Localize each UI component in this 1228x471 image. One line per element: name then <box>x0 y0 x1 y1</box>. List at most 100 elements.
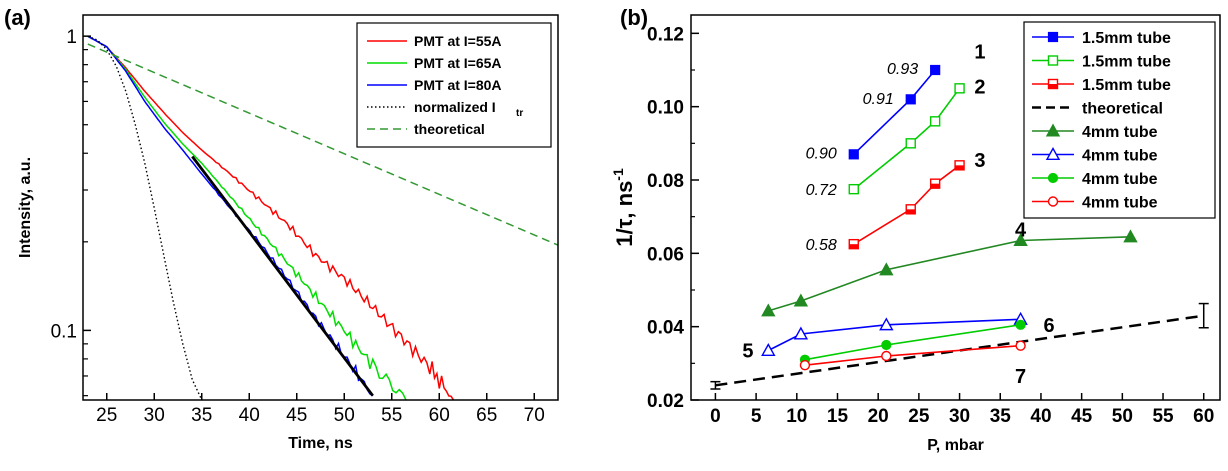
series-4 <box>761 229 1138 317</box>
legend-label: 4mm tube <box>1082 148 1158 165</box>
y-tick-label: 0.1 <box>51 321 77 342</box>
data-point <box>930 64 941 76</box>
legend-label: PMT at I=55A <box>414 33 502 49</box>
x-tick-label: 25 <box>96 405 117 426</box>
series-line <box>853 69 936 155</box>
data-point <box>848 238 859 250</box>
legend-marker <box>1047 172 1059 184</box>
x-tick-label: 50 <box>334 405 355 426</box>
series-1 <box>848 83 965 195</box>
x-tick-label: 35 <box>191 405 212 426</box>
series-3 <box>715 314 1204 387</box>
data-point <box>879 262 894 276</box>
value-annotation: 0.91 <box>863 91 894 108</box>
series-7 <box>799 340 1026 371</box>
y-axis-label: Intensity, a.u. <box>17 157 34 258</box>
curve-number-label: 2 <box>974 77 985 99</box>
legend-marker <box>1045 147 1061 161</box>
y-tick-label: 0.02 <box>647 391 684 412</box>
x-tick-label: 65 <box>476 405 497 426</box>
legend-label: 1.5mm tube <box>1082 54 1171 71</box>
x-tick-label: 40 <box>1030 406 1051 427</box>
legend-label: theoretical <box>1082 101 1163 118</box>
x-tick-label: 60 <box>1193 406 1214 427</box>
curve-number-label: 5 <box>742 341 753 363</box>
data-point <box>1123 229 1138 243</box>
data-point <box>799 359 811 371</box>
value-annotation: 0.90 <box>806 146 837 163</box>
fit-line <box>191 155 374 397</box>
data-point <box>848 149 859 160</box>
x-tick-label: 45 <box>286 405 307 426</box>
legend-label: normalized I <box>414 99 496 115</box>
plot-area-a <box>87 35 558 400</box>
series-line <box>853 164 961 245</box>
y-tick-label: 0.12 <box>647 24 684 45</box>
data-point <box>905 94 916 105</box>
x-tick-label: 55 <box>381 405 402 426</box>
y-tick-label: 0.04 <box>647 318 684 339</box>
series-line <box>853 87 961 190</box>
curve-number-label: 1 <box>974 42 985 64</box>
marker-fill <box>930 183 940 189</box>
y-tick-label: 0.08 <box>647 171 684 192</box>
series-2 <box>848 160 965 250</box>
x-tick-label: 10 <box>786 406 807 427</box>
x-tick-label: 40 <box>239 405 260 426</box>
legend-marker <box>1047 31 1059 43</box>
marker-fill <box>906 209 916 214</box>
x-tick-label: 45 <box>1071 406 1093 427</box>
legend-box <box>1023 21 1216 219</box>
curve-number-label: 4 <box>1015 220 1027 242</box>
data-point <box>929 178 941 189</box>
x-tick-label: 35 <box>990 406 1012 427</box>
data-point <box>1015 340 1026 351</box>
legend-label: 4mm tube <box>1082 124 1158 141</box>
legend-a: PMT at I=55A PMT at I=65A PMT at I=80A norm… <box>356 22 552 148</box>
panel-b-label: (b) <box>620 5 648 30</box>
x-tick-label: 30 <box>949 406 970 427</box>
x-tick-label: 30 <box>144 405 165 426</box>
data-point <box>793 293 809 307</box>
data-point <box>905 138 916 149</box>
value-annotation: 0.72 <box>806 182 837 199</box>
series-line <box>767 318 1021 352</box>
legend-label: PMT at I=65A <box>414 55 502 71</box>
x-tick-label: 20 <box>868 406 889 427</box>
x-axis-label: Time, ns <box>288 435 353 452</box>
legend-marker <box>1047 78 1059 90</box>
data-point <box>929 116 941 127</box>
y-axis-label-superscript: -1 <box>610 168 626 181</box>
series-line-theoretical <box>87 43 558 246</box>
series-line <box>715 314 1204 387</box>
x-tick-label: 15 <box>827 406 849 427</box>
x-tick-label: 60 <box>429 405 450 426</box>
marker-fill <box>1048 84 1058 89</box>
legend-b: 1.5mm tube 1.5mm tube 1.5mm tube theoretica… <box>1023 21 1216 219</box>
legend-marker <box>1045 123 1061 137</box>
plot-frame-b <box>690 14 1221 401</box>
data-point <box>881 339 892 351</box>
chart-a: 25 30 35 40 45 50 55 60 65 70 0.1 1 Time, ns Intensit… <box>17 14 559 452</box>
data-point <box>954 160 965 171</box>
x-axis-label: P, mbar <box>927 437 984 454</box>
y-tick-label: 0.10 <box>647 98 684 119</box>
x-tick-label: 5 <box>751 406 762 427</box>
series-line <box>804 344 1021 366</box>
data-point <box>905 204 916 215</box>
y-axis-label: 1/τ, ns-1 <box>610 168 637 247</box>
legend-marker <box>1047 55 1059 66</box>
legend-label: theoretical <box>414 121 485 137</box>
marker-fill <box>849 244 859 249</box>
data-point <box>1013 233 1028 247</box>
legend-label: 1.5mm tube <box>1082 77 1171 94</box>
y-axis-label-main: 1/τ, ns <box>612 181 637 247</box>
data-point <box>881 350 892 362</box>
data-point <box>761 343 776 356</box>
value-annotation: 0.58 <box>806 237 837 254</box>
curve-number-label: 6 <box>1044 315 1055 337</box>
data-point <box>793 326 809 340</box>
legend-marker <box>1047 196 1059 207</box>
data-point <box>761 303 776 317</box>
x-tick-label: 50 <box>1112 406 1133 427</box>
